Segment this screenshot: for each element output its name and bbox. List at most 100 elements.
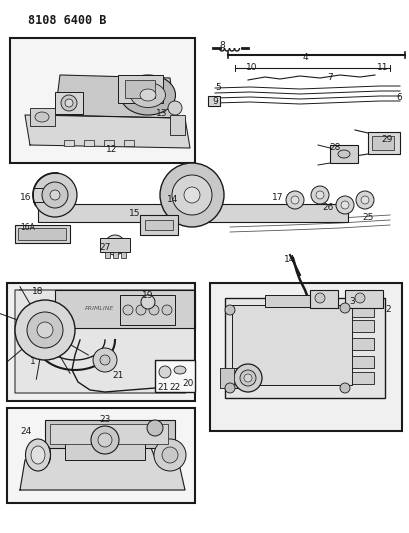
Text: 6: 6 bbox=[395, 93, 401, 101]
Circle shape bbox=[335, 196, 353, 214]
Text: 29: 29 bbox=[380, 135, 392, 144]
Bar bbox=[351, 372, 373, 384]
Bar bbox=[113, 252, 118, 258]
Text: 15: 15 bbox=[129, 208, 140, 217]
Text: 13: 13 bbox=[156, 109, 167, 117]
Bar bbox=[351, 338, 373, 350]
Circle shape bbox=[160, 163, 223, 227]
Bar bbox=[104, 140, 114, 146]
Text: 2: 2 bbox=[384, 305, 390, 314]
Ellipse shape bbox=[337, 150, 349, 158]
Bar bbox=[329, 145, 357, 163]
Text: 21: 21 bbox=[157, 383, 168, 392]
Text: 10: 10 bbox=[246, 62, 257, 71]
Bar bbox=[7, 408, 195, 503]
Circle shape bbox=[100, 355, 110, 365]
Bar bbox=[351, 356, 373, 368]
Circle shape bbox=[339, 383, 349, 393]
Text: 25: 25 bbox=[362, 214, 373, 222]
Text: 20: 20 bbox=[182, 379, 193, 389]
Text: 12: 12 bbox=[106, 144, 117, 154]
Circle shape bbox=[50, 190, 60, 200]
Circle shape bbox=[354, 293, 364, 303]
Circle shape bbox=[27, 312, 63, 348]
Text: 5: 5 bbox=[215, 84, 220, 93]
Text: 22: 22 bbox=[169, 383, 180, 392]
Circle shape bbox=[168, 101, 182, 115]
Bar bbox=[45, 420, 175, 448]
Text: 23: 23 bbox=[99, 416, 110, 424]
Bar bbox=[8, 409, 193, 502]
Text: 26: 26 bbox=[321, 204, 333, 213]
Text: 16: 16 bbox=[20, 192, 31, 201]
Bar bbox=[84, 140, 94, 146]
Text: 1: 1 bbox=[30, 358, 36, 367]
Circle shape bbox=[339, 303, 349, 313]
Bar bbox=[50, 424, 168, 444]
Circle shape bbox=[141, 295, 155, 309]
Circle shape bbox=[91, 426, 119, 454]
Text: 8108 6400 B: 8108 6400 B bbox=[28, 14, 106, 27]
Circle shape bbox=[105, 235, 125, 255]
Polygon shape bbox=[15, 290, 195, 393]
Circle shape bbox=[98, 433, 112, 447]
Bar bbox=[55, 92, 83, 114]
Ellipse shape bbox=[35, 112, 49, 122]
Circle shape bbox=[147, 420, 163, 436]
Text: 28: 28 bbox=[328, 142, 340, 151]
Bar bbox=[15, 225, 70, 243]
Text: 7: 7 bbox=[326, 72, 332, 82]
Bar bbox=[105, 252, 110, 258]
Bar bbox=[367, 132, 399, 154]
Text: 8: 8 bbox=[218, 42, 224, 51]
Circle shape bbox=[355, 191, 373, 209]
Bar bbox=[10, 38, 195, 163]
Bar bbox=[211, 284, 400, 430]
Circle shape bbox=[15, 300, 75, 360]
Text: 21: 21 bbox=[112, 370, 124, 379]
Circle shape bbox=[61, 95, 77, 111]
Bar bbox=[121, 252, 126, 258]
Ellipse shape bbox=[139, 89, 155, 101]
Ellipse shape bbox=[31, 446, 45, 464]
Circle shape bbox=[285, 191, 303, 209]
Circle shape bbox=[37, 322, 53, 338]
Bar bbox=[118, 75, 163, 103]
Circle shape bbox=[184, 187, 200, 203]
Circle shape bbox=[123, 305, 133, 315]
Bar bbox=[309, 290, 337, 308]
Ellipse shape bbox=[173, 366, 186, 374]
Text: 11: 11 bbox=[376, 62, 388, 71]
Bar bbox=[33, 188, 55, 202]
Bar bbox=[225, 298, 384, 398]
Bar bbox=[125, 80, 155, 98]
Text: 3: 3 bbox=[348, 297, 354, 306]
Ellipse shape bbox=[239, 370, 255, 386]
Bar bbox=[55, 290, 195, 328]
Bar bbox=[100, 238, 130, 252]
Circle shape bbox=[154, 439, 186, 471]
Text: 19: 19 bbox=[142, 292, 153, 301]
Bar bbox=[264, 295, 329, 307]
Bar bbox=[231, 305, 351, 385]
Bar bbox=[220, 368, 234, 388]
Ellipse shape bbox=[25, 439, 50, 471]
Bar bbox=[145, 220, 173, 230]
Bar bbox=[64, 140, 74, 146]
Polygon shape bbox=[25, 115, 189, 148]
Bar bbox=[351, 320, 373, 332]
Text: 9: 9 bbox=[211, 98, 217, 107]
Bar bbox=[344, 290, 382, 308]
Bar bbox=[124, 140, 134, 146]
Circle shape bbox=[315, 191, 323, 199]
Circle shape bbox=[93, 348, 117, 372]
Circle shape bbox=[172, 175, 211, 215]
Circle shape bbox=[42, 182, 68, 208]
Bar bbox=[30, 108, 55, 126]
Bar bbox=[220, 368, 247, 388]
Text: 17: 17 bbox=[272, 193, 283, 203]
Text: 14: 14 bbox=[167, 196, 178, 205]
Bar bbox=[18, 228, 66, 240]
Bar bbox=[351, 305, 373, 317]
Bar bbox=[170, 115, 184, 135]
